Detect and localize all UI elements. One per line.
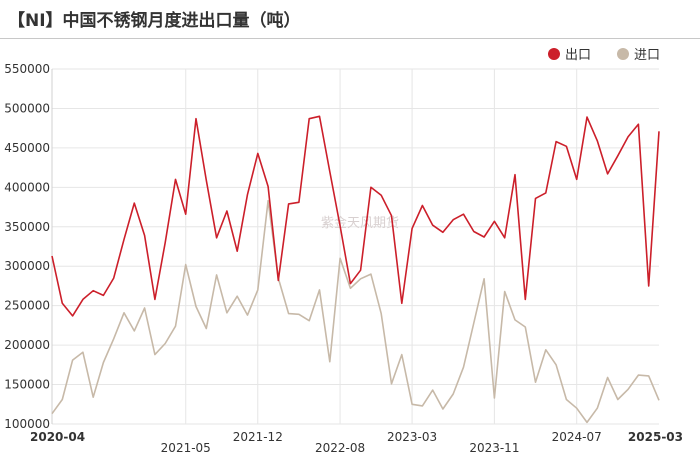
legend-item-export[interactable]: 出口: [547, 44, 591, 63]
x-tick-label: 2023-03: [387, 430, 437, 444]
x-tick-label: 2025-03: [628, 430, 683, 444]
x-tick-label: 2021-12: [233, 430, 283, 444]
axes: 550000 500000 450000 400000 350000 300000 2500…: [4, 62, 683, 455]
gridlines: [52, 68, 659, 425]
x-tick-label: 2022-08: [315, 441, 365, 455]
x-tick-label: 2024-07: [552, 430, 602, 444]
series-line-import: [51, 199, 660, 424]
y-tick-label: 300000: [4, 259, 50, 273]
chart-title: 【NI】中国不锈钢月度进出口量（吨）: [8, 11, 301, 31]
legend-label-export: 出口: [564, 48, 591, 63]
legend-marker-import: [616, 47, 629, 60]
legend: 出口 进口: [547, 44, 660, 63]
x-tick-label: 2023-11: [469, 441, 519, 455]
legend-item-import[interactable]: 进口: [616, 44, 660, 63]
y-tick-label: 100000: [4, 417, 50, 431]
x-tick-label: 2021-05: [161, 441, 211, 455]
series-group: [51, 115, 660, 424]
title-divider: [0, 38, 700, 39]
y-tick-label: 150000: [4, 378, 50, 392]
y-tick-label: 200000: [4, 338, 50, 352]
watermark: 紫金天风期货: [321, 215, 399, 231]
y-tick-label: 250000: [4, 299, 50, 313]
legend-label-import: 进口: [633, 48, 660, 63]
y-tick-label: 500000: [4, 101, 50, 115]
y-tick-label: 350000: [4, 220, 50, 234]
y-tick-label: 450000: [4, 141, 50, 155]
x-tick-label: 2020-04: [30, 430, 85, 444]
series-line-export: [51, 115, 660, 317]
y-tick-label: 550000: [4, 62, 50, 76]
legend-marker-export: [547, 47, 560, 60]
y-tick-label: 400000: [4, 180, 50, 194]
